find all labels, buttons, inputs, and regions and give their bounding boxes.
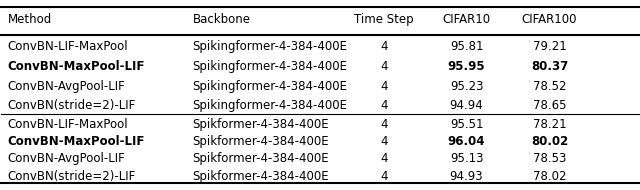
Text: 4: 4 (380, 40, 387, 53)
Text: Spikformer-4-384-400E: Spikformer-4-384-400E (193, 152, 329, 165)
Text: CIFAR10: CIFAR10 (442, 13, 491, 26)
Text: ConvBN-LIF-MaxPool: ConvBN-LIF-MaxPool (8, 118, 129, 131)
Text: 96.04: 96.04 (448, 135, 485, 148)
Text: 95.13: 95.13 (450, 152, 483, 165)
Text: Spikformer-4-384-400E: Spikformer-4-384-400E (193, 135, 329, 148)
Text: ConvBN-MaxPool-LIF: ConvBN-MaxPool-LIF (8, 60, 145, 73)
Text: 95.51: 95.51 (450, 118, 483, 131)
Text: 4: 4 (380, 60, 387, 73)
Text: 95.81: 95.81 (450, 40, 483, 53)
Text: ConvBN(stride=2)-LIF: ConvBN(stride=2)-LIF (8, 169, 136, 183)
Text: 80.02: 80.02 (531, 135, 568, 148)
Text: 79.21: 79.21 (532, 40, 566, 53)
Text: 78.53: 78.53 (532, 152, 566, 165)
Text: Time Step: Time Step (354, 13, 413, 26)
Text: Method: Method (8, 13, 52, 26)
Text: 4: 4 (380, 169, 387, 183)
Text: 4: 4 (380, 118, 387, 131)
Text: 4: 4 (380, 135, 387, 148)
Text: Spikingformer-4-384-400E: Spikingformer-4-384-400E (193, 60, 348, 73)
Text: 78.21: 78.21 (532, 118, 566, 131)
Text: 80.37: 80.37 (531, 60, 568, 73)
Text: 78.02: 78.02 (532, 169, 566, 183)
Text: 94.94: 94.94 (450, 99, 483, 112)
Text: 4: 4 (380, 99, 387, 112)
Text: Spikingformer-4-384-400E: Spikingformer-4-384-400E (193, 80, 348, 93)
Text: Spikingformer-4-384-400E: Spikingformer-4-384-400E (193, 99, 348, 112)
Text: ConvBN-LIF-MaxPool: ConvBN-LIF-MaxPool (8, 40, 129, 53)
Text: Spikformer-4-384-400E: Spikformer-4-384-400E (193, 118, 329, 131)
Text: 78.65: 78.65 (532, 99, 566, 112)
Text: Spikformer-4-384-400E: Spikformer-4-384-400E (193, 169, 329, 183)
Text: 4: 4 (380, 152, 387, 165)
Text: ConvBN-MaxPool-LIF: ConvBN-MaxPool-LIF (8, 135, 145, 148)
Text: Spikingformer-4-384-400E: Spikingformer-4-384-400E (193, 40, 348, 53)
Text: 4: 4 (380, 80, 387, 93)
Text: Backbone: Backbone (193, 13, 250, 26)
Text: 95.95: 95.95 (448, 60, 485, 73)
Text: 94.93: 94.93 (450, 169, 483, 183)
Text: ConvBN-AvgPool-LIF: ConvBN-AvgPool-LIF (8, 80, 125, 93)
Text: CIFAR100: CIFAR100 (522, 13, 577, 26)
Text: ConvBN(stride=2)-LIF: ConvBN(stride=2)-LIF (8, 99, 136, 112)
Text: 95.23: 95.23 (450, 80, 483, 93)
Text: ConvBN-AvgPool-LIF: ConvBN-AvgPool-LIF (8, 152, 125, 165)
Text: 78.52: 78.52 (532, 80, 566, 93)
